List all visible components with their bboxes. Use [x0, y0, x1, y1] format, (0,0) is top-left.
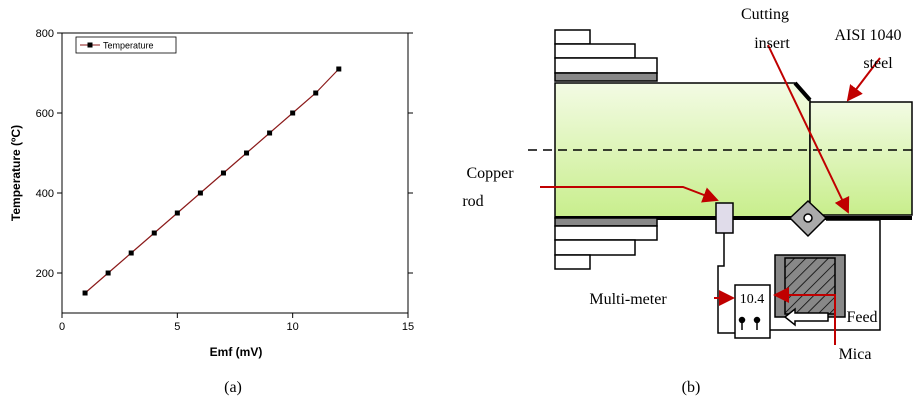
label-rod: rod — [462, 193, 483, 210]
figure: 0 5 10 15 200 400 600 800 Temperature Emf (mV) T… — [0, 0, 920, 402]
point — [244, 151, 249, 156]
point — [290, 111, 295, 116]
caption: (a) — [224, 379, 242, 396]
label-mica: Mica — [839, 346, 872, 363]
legend-label: Temperature — [103, 41, 154, 51]
x-tick-label: 10 — [287, 321, 299, 333]
label-reading: 10.4 — [740, 292, 765, 307]
y-tick-label: 800 — [36, 28, 54, 40]
label-copper: Copper — [466, 165, 514, 182]
label-steel-2: steel — [863, 55, 893, 72]
point — [106, 271, 111, 276]
plot-frame — [62, 33, 408, 313]
x-tick-label: 15 — [402, 321, 414, 333]
y-tick-label: 200 — [36, 268, 54, 280]
y-tick-label: 400 — [36, 188, 54, 200]
label-cutting: Cutting — [741, 6, 789, 23]
point — [221, 171, 226, 176]
point — [336, 67, 341, 72]
label-multimeter: Multi-meter — [589, 291, 667, 308]
caption-b: (b) — [682, 379, 701, 396]
point — [175, 211, 180, 216]
label-insert: insert — [754, 35, 790, 52]
label-steel-1: AISI 1040 — [834, 27, 901, 44]
point — [313, 91, 318, 96]
point — [83, 291, 88, 296]
point — [152, 231, 157, 236]
point — [129, 251, 134, 256]
label-feed: Feed — [846, 309, 877, 326]
x-axis-label: Emf (mV) — [210, 345, 263, 359]
plot: 0 5 10 15 200 400 600 800 Temperature — [36, 28, 414, 333]
point — [198, 191, 203, 196]
x-tick-label: 0 — [59, 321, 65, 333]
diagram — [528, 30, 915, 345]
legend-marker — [88, 43, 93, 48]
y-tick-label: 600 — [36, 108, 54, 120]
x-tick-label: 5 — [174, 321, 180, 333]
series-line — [85, 69, 339, 293]
y-axis-label: Temperature (ºC) — [9, 125, 23, 221]
point — [267, 131, 272, 136]
